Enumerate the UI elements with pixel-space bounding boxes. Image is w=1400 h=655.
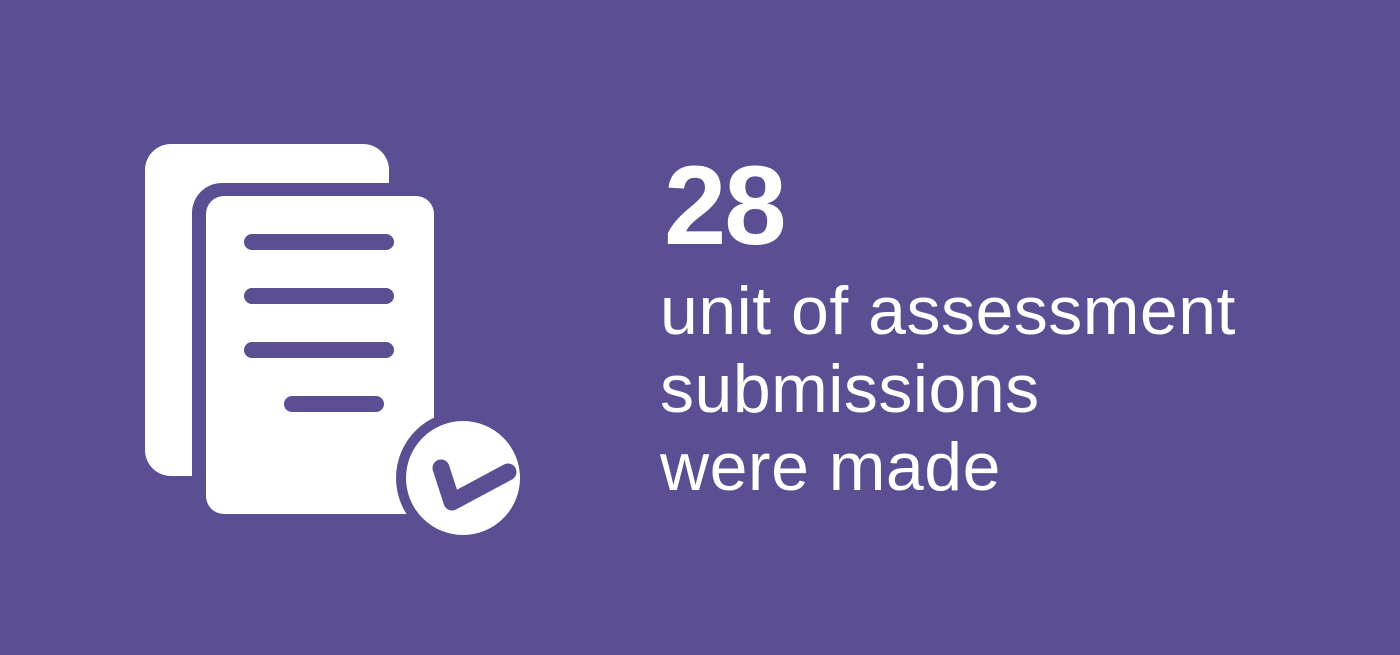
- stat-description-line-3: were made: [660, 429, 1001, 505]
- stat-text-block: 28 unit of assessment submissions were m…: [660, 150, 1380, 506]
- documents-checked-icon: [145, 144, 530, 545]
- stat-number: 28: [664, 143, 787, 268]
- stat-description-line-2: submissions: [660, 351, 1040, 427]
- check-badge-circle: [406, 421, 520, 535]
- check-mark-icon: [432, 459, 517, 511]
- stat-description-line-1: unit of assessment: [660, 273, 1236, 349]
